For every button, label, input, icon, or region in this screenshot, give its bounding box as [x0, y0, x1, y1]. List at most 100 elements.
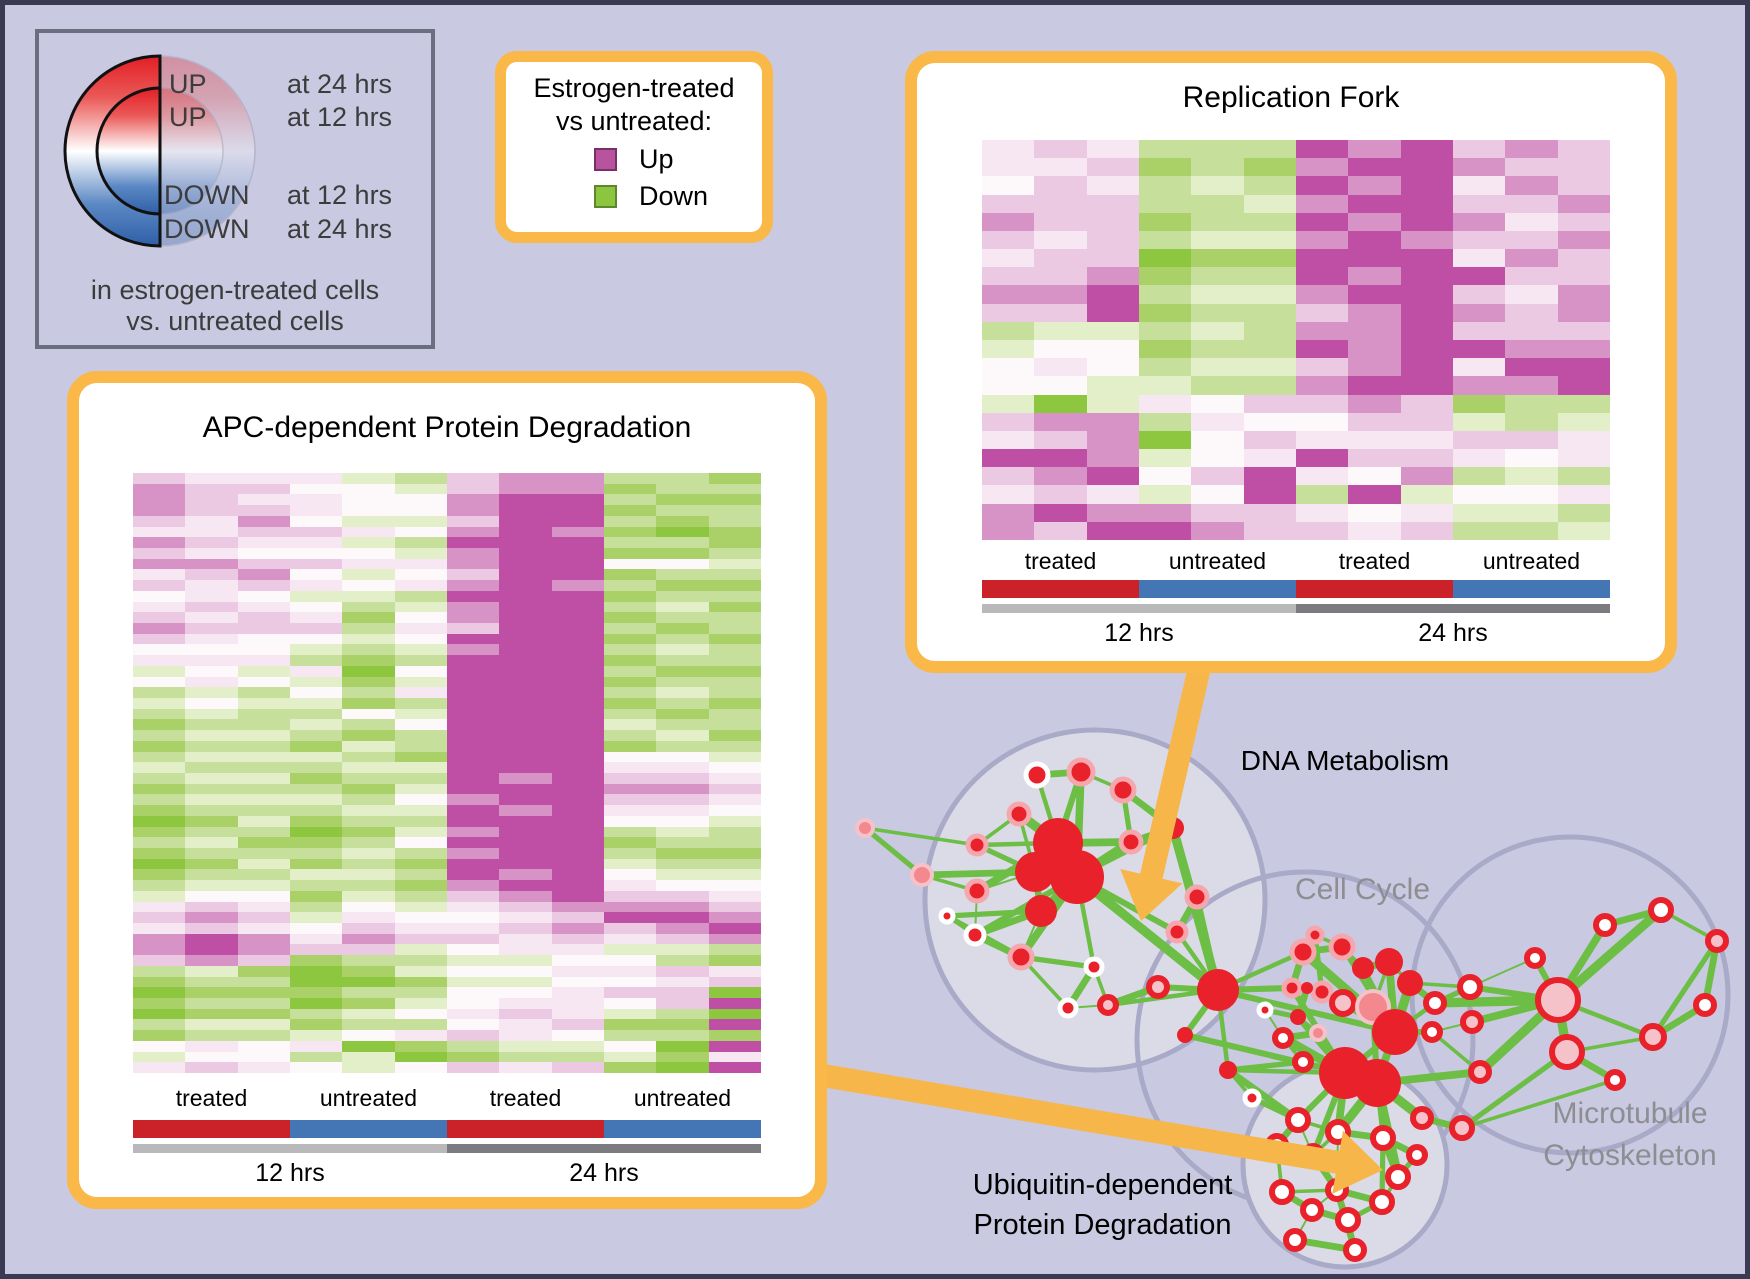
heatmap-cell — [1138, 449, 1192, 468]
heatmap-cell — [1348, 521, 1401, 540]
heatmap-cell — [499, 965, 552, 977]
heatmap-cell — [1505, 176, 1558, 195]
heatmap-cell — [185, 923, 238, 934]
heatmap-cell — [446, 987, 500, 998]
heatmap-cell — [708, 805, 761, 816]
heatmap-cell — [289, 494, 343, 506]
heatmap-cell — [656, 965, 709, 977]
heatmap-cell — [342, 858, 395, 870]
heatmap-cell — [1505, 285, 1558, 304]
heatmap-cell — [1138, 503, 1192, 522]
heatmap-cell — [603, 740, 657, 752]
heatmap-cell — [289, 783, 343, 795]
heatmap-cell — [133, 676, 186, 688]
heatmap-cell — [1452, 158, 1506, 177]
heatmap-cell — [394, 944, 447, 956]
heatmap-cell — [1034, 230, 1087, 250]
heatmap-cell — [1557, 158, 1610, 177]
heatmap-cell — [237, 590, 290, 602]
heatmap-cell — [1295, 194, 1349, 213]
network-node — [1648, 897, 1674, 923]
heatmap-cell — [1243, 194, 1296, 213]
heatmap-cell — [446, 580, 500, 591]
heatmap-cell — [1138, 321, 1192, 340]
heatmap-cell — [342, 1062, 395, 1073]
heatmap-cell — [603, 473, 657, 484]
heatmap-cell — [289, 644, 343, 656]
heatmap-cell — [1400, 212, 1453, 231]
heatmap-cell — [499, 623, 552, 634]
heatmap-cell — [1138, 230, 1192, 250]
heatmap-cell — [1557, 430, 1610, 450]
heatmap-cell — [656, 515, 709, 527]
heatmap-cell — [133, 901, 186, 913]
heatmap-cell — [499, 644, 552, 656]
heatmap-cell — [1400, 249, 1453, 268]
heatmap-cell — [1295, 321, 1349, 340]
network-node — [1242, 1088, 1262, 1108]
heatmap-cell — [708, 826, 761, 838]
heatmap-cell — [1086, 176, 1139, 195]
color-bar-segment — [604, 1120, 761, 1138]
heatmap-cell — [342, 998, 395, 1009]
heatmap-cell — [237, 644, 290, 656]
heatmap-cell — [551, 880, 604, 891]
heatmap-cell — [289, 580, 343, 591]
heatmap-cell — [1348, 194, 1401, 213]
heatmap-cell — [1400, 394, 1453, 413]
apc-time-labels: 12 hrs 24 hrs — [133, 1159, 761, 1188]
heatmap-cell — [185, 655, 238, 666]
heatmap-cell — [237, 1051, 290, 1063]
heatmap-cell — [1191, 485, 1244, 504]
heatmap-cell — [133, 858, 186, 870]
heatmap-cell — [289, 590, 343, 602]
heatmap-cell — [394, 751, 447, 763]
heatmap-cell — [1400, 467, 1453, 486]
heatmap-cell — [1086, 212, 1139, 231]
microtubule-label-line1: Microtubule — [1552, 1097, 1708, 1130]
heatmap-cell — [603, 762, 657, 773]
heatmap-cell — [446, 719, 500, 731]
updown-ring-diagram — [63, 54, 256, 248]
heatmap-cell — [656, 1019, 709, 1031]
heatmap-cell — [185, 558, 238, 570]
heatmap-cell — [1086, 303, 1139, 322]
heatmap-cell — [551, 848, 604, 859]
heatmap-cell — [394, 965, 447, 977]
heatmap-cell — [708, 633, 761, 645]
network-edge — [1461, 1078, 1616, 1130]
heatmap-cell — [982, 303, 1035, 322]
heatmap-cell — [656, 858, 709, 870]
heatmap-cell — [1138, 176, 1192, 195]
heatmap-cell — [394, 848, 447, 859]
heatmap-cell — [237, 719, 290, 731]
heatmap-cell — [982, 285, 1035, 304]
heatmap-cell — [446, 644, 500, 656]
heatmap-cell — [603, 655, 657, 666]
heatmap-cell — [1243, 339, 1296, 359]
heatmap-cell — [1191, 267, 1244, 286]
heatmap-cell — [656, 933, 709, 945]
heatmap-cell — [446, 558, 500, 570]
heatmap-cell — [708, 612, 761, 623]
heatmap-cell — [499, 901, 552, 913]
estrogen-legend-title-line1: Estrogen-treated — [533, 73, 735, 103]
network-edge — [1074, 873, 1221, 994]
heatmap-cell — [499, 708, 552, 720]
replication-fork-panel: Replication Fork treated untreated treat… — [905, 51, 1677, 673]
heatmap-cell — [1243, 176, 1296, 195]
heatmap-cell — [1557, 321, 1610, 340]
heatmap-cell — [394, 655, 447, 666]
heatmap-cell — [708, 815, 761, 827]
heatmap-cell — [342, 612, 395, 623]
rf-group-label-untreated-24: untreated — [1482, 548, 1581, 574]
heatmap-cell — [342, 1040, 395, 1052]
heatmap-cell — [185, 473, 238, 484]
heatmap-cell — [656, 612, 709, 623]
heatmap-cell — [982, 249, 1035, 268]
heatmap-cell — [708, 751, 761, 763]
heatmap-cell — [551, 580, 604, 591]
heatmap-cell — [708, 548, 761, 559]
heatmap-cell — [1505, 194, 1558, 213]
heatmap-cell — [603, 933, 657, 945]
